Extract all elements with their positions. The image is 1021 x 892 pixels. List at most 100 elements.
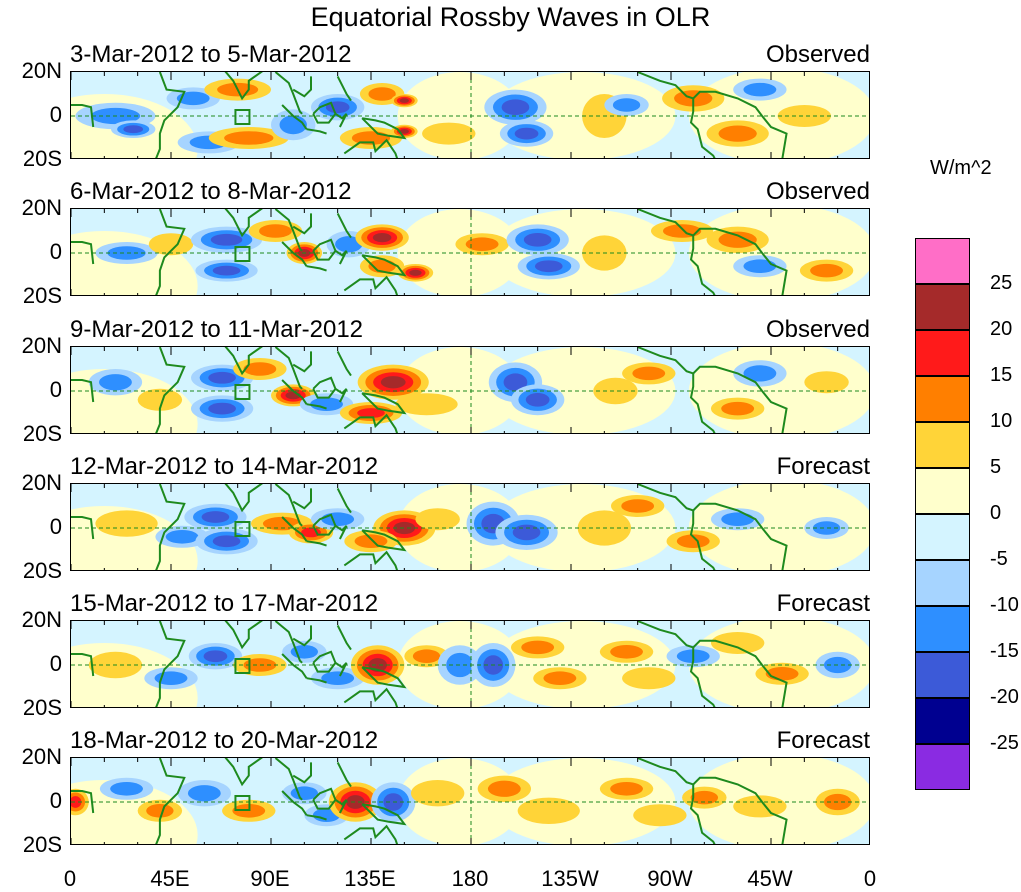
region-box [234, 246, 251, 262]
positive-anomaly-contour [662, 224, 702, 238]
coastline [361, 803, 407, 826]
positive-anomaly-contour [412, 649, 441, 663]
positive-anomaly-contour [517, 797, 580, 824]
region-box [234, 795, 251, 811]
coastline [306, 540, 327, 547]
panel-date-label: 12-Mar-2012 to 14-Mar-2012 [70, 453, 379, 480]
coastline [637, 347, 694, 375]
lon-tick-label: 135E [344, 866, 396, 891]
coastline [224, 484, 263, 513]
negative-anomaly-contour [321, 512, 355, 526]
coastline [336, 624, 352, 651]
negative-anomaly-contour [212, 265, 241, 276]
coastline [689, 373, 716, 433]
lat-tick-label: 20N [21, 607, 62, 632]
coastline [155, 209, 186, 295]
lat-tick-label: 20N [21, 744, 62, 769]
positive-anomaly-contour [95, 510, 158, 537]
coastline [224, 621, 263, 650]
anomaly-band [71, 780, 198, 844]
olr-map-panel [70, 483, 870, 571]
olr-map [71, 758, 869, 844]
coastline [689, 647, 716, 707]
positive-anomaly-contour [610, 645, 643, 659]
positive-anomaly-contour [380, 376, 406, 389]
coastline [71, 653, 95, 677]
negative-anomaly-contour [210, 233, 243, 246]
panel-type-label: Observed [765, 41, 870, 68]
positive-anomaly-contour [690, 790, 719, 805]
panel-type-label: Observed [765, 178, 870, 205]
coastline [306, 814, 327, 821]
lon-tick-label: 0 [63, 866, 77, 891]
colorbar-swatch [915, 606, 970, 652]
coastline [292, 762, 312, 784]
positive-anomaly-contour [243, 658, 277, 672]
coastline [689, 784, 716, 844]
positive-anomaly-contour [593, 377, 638, 405]
olr-map [71, 209, 869, 295]
positive-anomaly-contour [243, 362, 277, 376]
positive-anomaly-contour [632, 366, 666, 381]
negative-anomaly-contour [721, 512, 755, 526]
coastline [692, 502, 788, 570]
colorbar-swatch [915, 652, 970, 698]
coastline [71, 790, 95, 814]
colorbar-swatch [915, 422, 970, 468]
positive-anomaly-contour [543, 671, 577, 685]
positive-anomaly-contour [721, 401, 755, 416]
negative-anomaly-contour [208, 402, 236, 415]
colorbar-swatch [915, 514, 970, 560]
lat-tick-label: 20S [22, 146, 62, 171]
coastline [637, 621, 694, 649]
coastline [274, 484, 303, 527]
coastline [71, 379, 95, 403]
coastline [336, 761, 352, 788]
coastline [312, 650, 337, 673]
negative-anomaly-contour [321, 671, 355, 685]
anomaly-band [688, 484, 869, 570]
colorbar-label: 15 [990, 364, 1013, 386]
region-box [234, 109, 251, 125]
coastline [292, 213, 312, 235]
coastline [692, 90, 788, 158]
olr-map [71, 72, 869, 158]
coastline [692, 776, 788, 844]
panel-type-label: Forecast [776, 590, 870, 617]
region-box [234, 658, 251, 674]
colorbar-swatch [915, 238, 970, 284]
coastline [71, 516, 95, 540]
olr-map-panel [70, 346, 870, 434]
positive-anomaly-contour [610, 782, 643, 796]
lat-tick-label: 20S [22, 832, 62, 857]
negative-anomaly-contour [523, 232, 552, 247]
coastline [292, 351, 312, 373]
coastline [343, 275, 399, 295]
positive-anomaly-contour [71, 796, 82, 808]
negative-anomaly-contour [525, 392, 550, 407]
lat-tick-label: 20S [22, 283, 62, 308]
positive-anomaly-contour [399, 129, 409, 134]
coastline [274, 758, 303, 801]
positive-anomaly-contour [354, 534, 388, 548]
coastline [274, 347, 303, 390]
coastline [689, 235, 716, 295]
coastline [336, 75, 352, 102]
positive-anomaly-contour [415, 508, 460, 531]
positive-anomaly-contour [148, 233, 194, 256]
coastline [292, 488, 312, 510]
coastline [155, 484, 186, 570]
positive-anomaly-contour [357, 408, 385, 418]
lat-tick-label: 0 [49, 788, 62, 813]
region-box [234, 521, 251, 537]
positive-anomaly-contour [676, 534, 710, 548]
positive-anomaly-contour [393, 521, 416, 535]
negative-anomaly-contour [99, 374, 132, 391]
coastline [281, 379, 308, 405]
olr-map [71, 484, 869, 570]
colorbar-label: 20 [990, 318, 1013, 340]
positive-anomaly-contour [409, 269, 422, 276]
coastline [292, 76, 312, 98]
coastline [292, 625, 312, 647]
panel-type-label: Forecast [776, 727, 870, 754]
